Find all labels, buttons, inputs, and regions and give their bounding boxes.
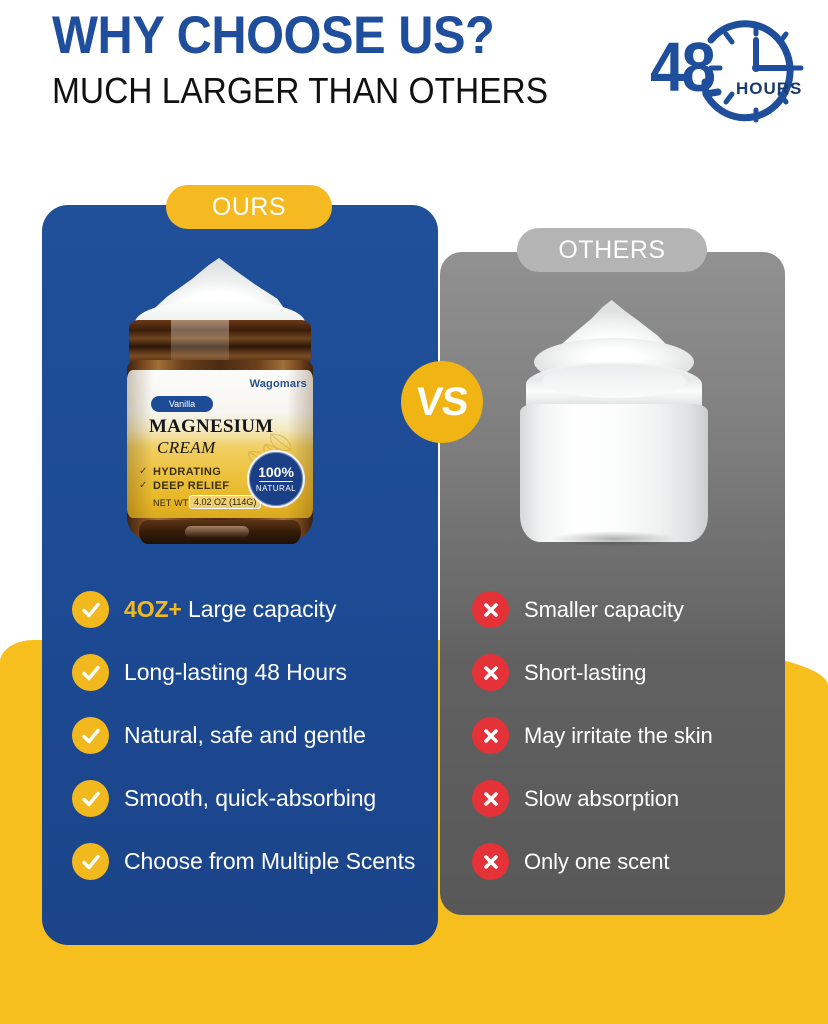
list-item: Only one scent bbox=[472, 830, 772, 893]
list-item-label: Smooth, quick-absorbing bbox=[124, 785, 377, 811]
page-title: WHY CHOOSE US? bbox=[52, 6, 495, 65]
cross-icon bbox=[472, 843, 509, 880]
list-item: May irritate the skin bbox=[472, 704, 772, 767]
natural-badge: 100% NATURAL bbox=[247, 450, 305, 508]
list-item: Slow absorption bbox=[472, 767, 772, 830]
natural-badge-text: NATURAL bbox=[255, 484, 297, 493]
list-item: Smooth, quick-absorbing bbox=[72, 767, 422, 830]
header: WHY CHOOSE US? MUCH LARGER THAN OTHERS bbox=[0, 0, 828, 150]
label-check-icon-2: ✓ bbox=[139, 480, 148, 491]
list-item-label: May irritate the skin bbox=[524, 722, 713, 748]
list-item-label: Natural, safe and gentle bbox=[124, 722, 366, 748]
cross-icon bbox=[472, 591, 509, 628]
label-feature-1: HYDRATING bbox=[153, 466, 222, 478]
list-item: 4OZ+ Large capacity bbox=[72, 578, 422, 641]
product-label: Wagomars Vanilla MAGNESIUM CREAM ✓ HYDRA… bbox=[127, 370, 313, 518]
product-name-sub: CREAM bbox=[157, 438, 216, 457]
48-hours-badge: 48 HOURS bbox=[648, 6, 820, 134]
list-item-label: Slow absorption bbox=[524, 785, 680, 811]
list-item: Smaller capacity bbox=[472, 578, 772, 641]
natural-badge-percent: 100% bbox=[258, 464, 294, 480]
list-item: Choose from Multiple Scents bbox=[72, 830, 422, 893]
cross-icon bbox=[472, 717, 509, 754]
competitor-jar-opening bbox=[542, 364, 686, 398]
jar-rim-highlight bbox=[171, 320, 229, 366]
competitor-jar-shadow bbox=[526, 528, 702, 550]
list-item-text: Large capacity bbox=[181, 596, 337, 622]
competitor-jar-body bbox=[520, 404, 708, 542]
vs-badge: VS bbox=[401, 361, 483, 443]
check-icon bbox=[72, 717, 109, 754]
brand-name: Wagomars bbox=[249, 378, 307, 390]
cross-icon bbox=[472, 780, 509, 817]
list-item-label: Short-lasting bbox=[524, 659, 647, 685]
list-item: Natural, safe and gentle bbox=[72, 704, 422, 767]
ours-label-pill: OURS bbox=[166, 185, 332, 229]
page-subtitle: MUCH LARGER THAN OTHERS bbox=[52, 70, 549, 111]
vs-label: VS bbox=[414, 379, 470, 424]
net-weight-value: 4.02 OZ (114G) bbox=[189, 495, 262, 509]
ours-pill-text: OURS bbox=[211, 192, 287, 221]
clock-icon bbox=[701, 20, 804, 123]
list-item-highlight: 4OZ+ bbox=[124, 596, 182, 622]
check-icon bbox=[72, 654, 109, 691]
list-item-label: Choose from Multiple Scents bbox=[124, 848, 416, 874]
cross-icon bbox=[472, 654, 509, 691]
natural-badge-divider bbox=[259, 481, 293, 482]
net-weight-label: NET WT bbox=[153, 498, 189, 508]
others-pill-text: OTHERS bbox=[558, 235, 666, 264]
product-name: MAGNESIUM bbox=[149, 416, 274, 437]
jar-base-highlight bbox=[185, 526, 249, 538]
label-feature-2: DEEP RELIEF bbox=[153, 480, 230, 492]
flavor-pill: Vanilla bbox=[151, 396, 213, 412]
list-item-label: Long-lasting 48 Hours bbox=[124, 659, 347, 685]
others-label-pill: OTHERS bbox=[517, 228, 707, 272]
list-item-label: 4OZ+ Large capacity bbox=[124, 596, 336, 623]
list-item-label: Only one scent bbox=[524, 848, 670, 874]
our-product-jar: Wagomars Vanilla MAGNESIUM CREAM ✓ HYDRA… bbox=[113, 258, 325, 550]
check-icon bbox=[72, 591, 109, 628]
list-item: Long-lasting 48 Hours bbox=[72, 641, 422, 704]
flavor-text: Vanilla bbox=[168, 399, 196, 409]
list-item: Short-lasting bbox=[472, 641, 772, 704]
check-icon bbox=[72, 780, 109, 817]
check-icon bbox=[72, 843, 109, 880]
competitor-product-jar bbox=[508, 300, 720, 550]
ours-feature-list: 4OZ+ Large capacity Long-lasting 48 Hour… bbox=[72, 578, 422, 893]
others-feature-list: Smaller capacity Short-lasting May irrit… bbox=[472, 578, 772, 893]
list-item-label: Smaller capacity bbox=[524, 596, 684, 622]
badge-number: 48 bbox=[650, 29, 716, 107]
badge-unit: HOURS bbox=[736, 79, 803, 98]
jar-rim bbox=[129, 320, 311, 366]
label-shade-left bbox=[127, 370, 153, 518]
label-check-icon-1: ✓ bbox=[139, 466, 148, 477]
